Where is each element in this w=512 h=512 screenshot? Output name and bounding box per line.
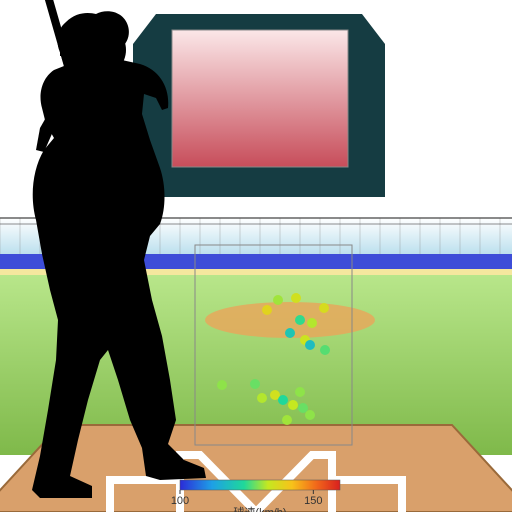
pitch-point (307, 318, 317, 328)
pitch-point (285, 328, 295, 338)
colorbar-label: 球速(km/h) (233, 505, 286, 512)
scoreboard-screen (172, 30, 348, 167)
pitch-chart: 100 150 球速(km/h) (0, 0, 512, 512)
pitch-point (217, 380, 227, 390)
colorbar (180, 480, 340, 490)
pitch-point (295, 315, 305, 325)
colorbar-tick: 100 (171, 495, 189, 507)
pitch-point (320, 345, 330, 355)
pitch-point (262, 305, 272, 315)
pitch-point (257, 393, 267, 403)
pitch-point (295, 387, 305, 397)
pitch-point (282, 415, 292, 425)
colorbar-tick: 150 (304, 495, 322, 507)
pitch-point (288, 400, 298, 410)
pitch-point (305, 410, 315, 420)
pitch-point (278, 395, 288, 405)
pitch-point (273, 295, 283, 305)
pitch-point (305, 340, 315, 350)
pitch-point (250, 379, 260, 389)
pitch-point (319, 303, 329, 313)
pitch-point (291, 293, 301, 303)
